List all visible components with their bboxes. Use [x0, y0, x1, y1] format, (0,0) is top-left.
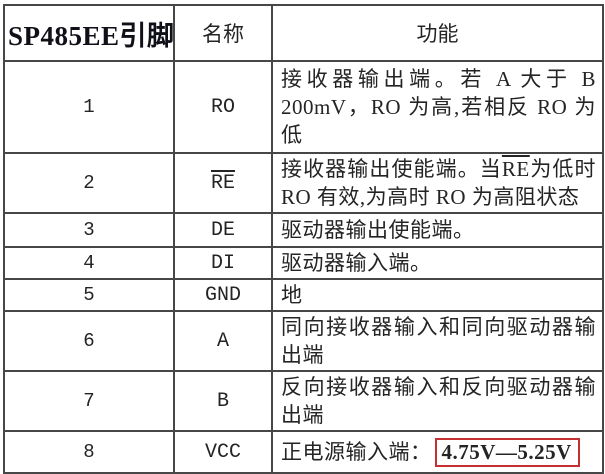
header-name-column: 名称: [173, 4, 273, 62]
pin-name-cell: RE: [173, 152, 273, 214]
function-text: 正电源输入端：: [281, 439, 432, 464]
table-row: 8 VCC 正电源输入端： 4.75V—5.25V: [3, 430, 604, 474]
sp485ee-pin-table: SP485EE引脚 名称 功能 1 RO 接收器输出端。若 A 大于 B 200mV…: [3, 4, 604, 474]
table-row: 4 DI 驱动器输入端。: [3, 246, 604, 280]
pin-name-cell: DI: [173, 246, 273, 280]
pin-name-cell: VCC: [173, 430, 273, 474]
function-text: 反向接收器输入和反向驱动器输出端: [281, 375, 596, 427]
function-text: 接收器输出端。若 A 大于 B 200mV，RO 为高,若相反 RO 为低: [281, 67, 596, 147]
pin-number-cell: 8: [3, 430, 175, 474]
pin-function-cell: 驱动器输出使能端。: [271, 212, 604, 248]
function-text: 同向接收器输入和同向驱动器输出端: [281, 315, 596, 367]
pin-table-page: SP485EE引脚 名称 功能 1 RO 接收器输出端。若 A 大于 B 200mV…: [3, 4, 604, 474]
pin-name: GND: [204, 283, 241, 307]
table-row: 5 GND 地: [3, 278, 604, 312]
pin-name-cell: DE: [173, 212, 273, 248]
pin-function-cell: 正电源输入端： 4.75V—5.25V: [271, 430, 604, 474]
pin-name: DI: [210, 251, 235, 275]
table-header-row: SP485EE引脚 名称 功能: [3, 4, 604, 62]
function-text: 驱动器输入端。: [281, 251, 432, 275]
pin-function-cell: 接收器输出使能端。当RE为低时 RO 有效,为高时 RO 为高阻状态: [271, 152, 604, 214]
pin-number-cell: 6: [3, 310, 175, 372]
pin-number-cell: 2: [3, 152, 175, 214]
function-text: 接收器输出使能端。当: [281, 157, 502, 181]
pin-function-cell: 反向接收器输入和反向驱动器输出端: [271, 370, 604, 432]
pin-name: VCC: [204, 440, 241, 464]
table-row: 1 RO 接收器输出端。若 A 大于 B 200mV，RO 为高,若相反 RO 为低: [3, 60, 604, 154]
pin-function-cell: 接收器输出端。若 A 大于 B 200mV，RO 为高,若相反 RO 为低: [271, 60, 604, 154]
pin-number-cell: 1: [3, 60, 175, 154]
pin-name-cell: A: [173, 310, 273, 372]
function-text: 为低时 RO 有效,为高时 RO 为高阻状态: [281, 157, 597, 209]
function-text: 地: [281, 283, 303, 307]
pin-name: B: [216, 389, 229, 413]
overlined-signal-text: RE: [501, 157, 530, 181]
pin-name-overlined: RE: [210, 171, 235, 195]
pin-name-cell: RO: [173, 60, 273, 154]
pin-number-cell: 4: [3, 246, 175, 280]
pin-number-cell: 5: [3, 278, 175, 312]
pin-number-cell: 3: [3, 212, 175, 248]
pin-name-cell: B: [173, 370, 273, 432]
function-text: 驱动器输出使能端。: [281, 218, 475, 242]
pin-function-cell: 同向接收器输入和同向驱动器输出端: [271, 310, 604, 372]
pin-number-cell: 7: [3, 370, 175, 432]
pin-name: DE: [210, 218, 235, 242]
pin-function-cell: 地: [271, 278, 604, 312]
voltage-range-highlight: 4.75V—5.25V: [434, 437, 580, 467]
table-row: 7 B 反向接收器输入和反向驱动器输出端: [3, 370, 604, 432]
pin-name: A: [216, 329, 229, 353]
table-row: 3 DE 驱动器输出使能端。: [3, 212, 604, 248]
header-pin-column: SP485EE引脚: [3, 4, 175, 62]
table-row: 6 A 同向接收器输入和同向驱动器输出端: [3, 310, 604, 372]
pin-name: RO: [210, 95, 235, 119]
table-row: 2 RE 接收器输出使能端。当RE为低时 RO 有效,为高时 RO 为高阻状态: [3, 152, 604, 214]
pin-function-cell: 驱动器输入端。: [271, 246, 604, 280]
header-function-column: 功能: [271, 4, 604, 62]
pin-name-cell: GND: [173, 278, 273, 312]
table-body: 1 RO 接收器输出端。若 A 大于 B 200mV，RO 为高,若相反 RO 为低…: [3, 60, 604, 474]
